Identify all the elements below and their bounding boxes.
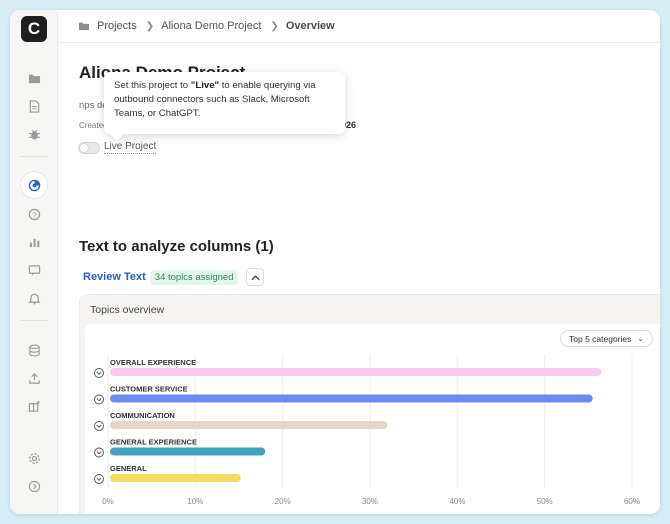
collapse-button[interactable] bbox=[246, 268, 264, 286]
panel-title: Topics overview bbox=[90, 304, 164, 316]
expand-row-icon[interactable] bbox=[95, 395, 104, 404]
breadcrumb-project[interactable]: Aliona Demo Project bbox=[161, 20, 261, 32]
main-content: Aliona Demo Project nps de Created 026 L… bbox=[58, 44, 660, 514]
chevron-down-icon: ⌄ bbox=[637, 334, 644, 343]
topics-bar-chart: 0% 10% 20% 30% 40% 50% 60% OVERALL EXPERIENCE CU… bbox=[85, 324, 660, 514]
bug-icon[interactable] bbox=[24, 124, 44, 144]
breadcrumb: Projects ❯ Aliona Demo Project ❯ Overvie… bbox=[58, 10, 660, 43]
bar-chart-icon[interactable] bbox=[24, 232, 44, 252]
app-window: C ? bbox=[10, 10, 660, 514]
category-label: COMMUNICATION bbox=[110, 411, 175, 420]
app-logo[interactable]: C bbox=[21, 16, 47, 42]
live-project-toggle[interactable] bbox=[78, 142, 100, 154]
bar bbox=[110, 474, 241, 482]
x-tick-label: 50% bbox=[537, 497, 553, 506]
topics-badge: 34 topics assigned bbox=[150, 270, 239, 285]
bar bbox=[110, 368, 601, 376]
chevron-right-icon: ❯ bbox=[146, 21, 154, 32]
breadcrumb-current: Overview bbox=[286, 20, 335, 32]
sidebar-divider bbox=[20, 320, 48, 321]
x-tick-label: 60% bbox=[624, 497, 640, 506]
bell-icon[interactable] bbox=[24, 288, 44, 308]
toggle-knob bbox=[80, 144, 88, 152]
chevron-up-icon bbox=[251, 274, 260, 281]
category-label: CUSTOMER SERVICE bbox=[110, 385, 188, 394]
folder-icon bbox=[78, 21, 90, 31]
category-label: GENERAL EXPERIENCE bbox=[110, 438, 197, 447]
x-tick-label: 40% bbox=[449, 497, 465, 506]
sidebar-divider bbox=[20, 156, 48, 157]
sidebar: C ? bbox=[10, 10, 58, 514]
integrations-icon[interactable] bbox=[24, 396, 44, 416]
expand-icon[interactable] bbox=[24, 476, 44, 496]
folder-icon[interactable] bbox=[24, 68, 44, 88]
help-icon[interactable]: ? bbox=[24, 204, 44, 224]
category-filter-value: Top 5 categories bbox=[569, 334, 631, 344]
chevron-right-icon: ❯ bbox=[270, 21, 278, 32]
x-tick-label: 30% bbox=[362, 497, 378, 506]
x-tick-label: 20% bbox=[275, 497, 291, 506]
insights-icon[interactable] bbox=[20, 171, 48, 199]
bar bbox=[110, 395, 593, 403]
tooltip-arrow bbox=[110, 127, 124, 141]
section-title: Text to analyze columns (1) bbox=[79, 238, 274, 255]
tooltip-text-bold: "Live" bbox=[191, 80, 219, 91]
expand-row-icon[interactable] bbox=[95, 448, 104, 457]
x-tick-label: 10% bbox=[187, 497, 203, 506]
x-tick-label: 0% bbox=[102, 497, 114, 506]
column-row: Review Text 34 topics assigned bbox=[83, 268, 264, 286]
breadcrumb-projects[interactable]: Projects bbox=[97, 20, 137, 32]
message-icon[interactable] bbox=[24, 260, 44, 280]
svg-text:?: ? bbox=[32, 210, 36, 219]
expand-row-icon[interactable] bbox=[95, 422, 104, 431]
category-label: GENERAL bbox=[110, 464, 147, 473]
review-text-link[interactable]: Review Text bbox=[83, 271, 146, 283]
document-icon[interactable] bbox=[24, 96, 44, 116]
bar bbox=[110, 448, 265, 456]
expand-row-icon[interactable] bbox=[95, 475, 104, 484]
chart-card: 0% 10% 20% 30% 40% 50% 60% OVERALL EXPERIENCE CU… bbox=[85, 324, 660, 514]
category-filter-select[interactable]: Top 5 categories ⌄ bbox=[560, 330, 653, 347]
live-project-label[interactable]: Live Project bbox=[104, 141, 156, 154]
settings-icon[interactable] bbox=[24, 448, 44, 468]
live-tooltip: Set this project to "Live" to enable que… bbox=[104, 72, 345, 134]
upload-icon[interactable] bbox=[24, 368, 44, 388]
bar bbox=[110, 421, 387, 429]
tooltip-text-before: Set this project to bbox=[114, 80, 191, 91]
topics-panel: Topics overview 0% 10% 20% 30% 40% 50% 60% OVER… bbox=[79, 294, 660, 514]
category-label: OVERALL EXPERIENCE bbox=[110, 358, 196, 367]
database-icon[interactable] bbox=[24, 340, 44, 360]
expand-row-icon[interactable] bbox=[95, 369, 104, 378]
